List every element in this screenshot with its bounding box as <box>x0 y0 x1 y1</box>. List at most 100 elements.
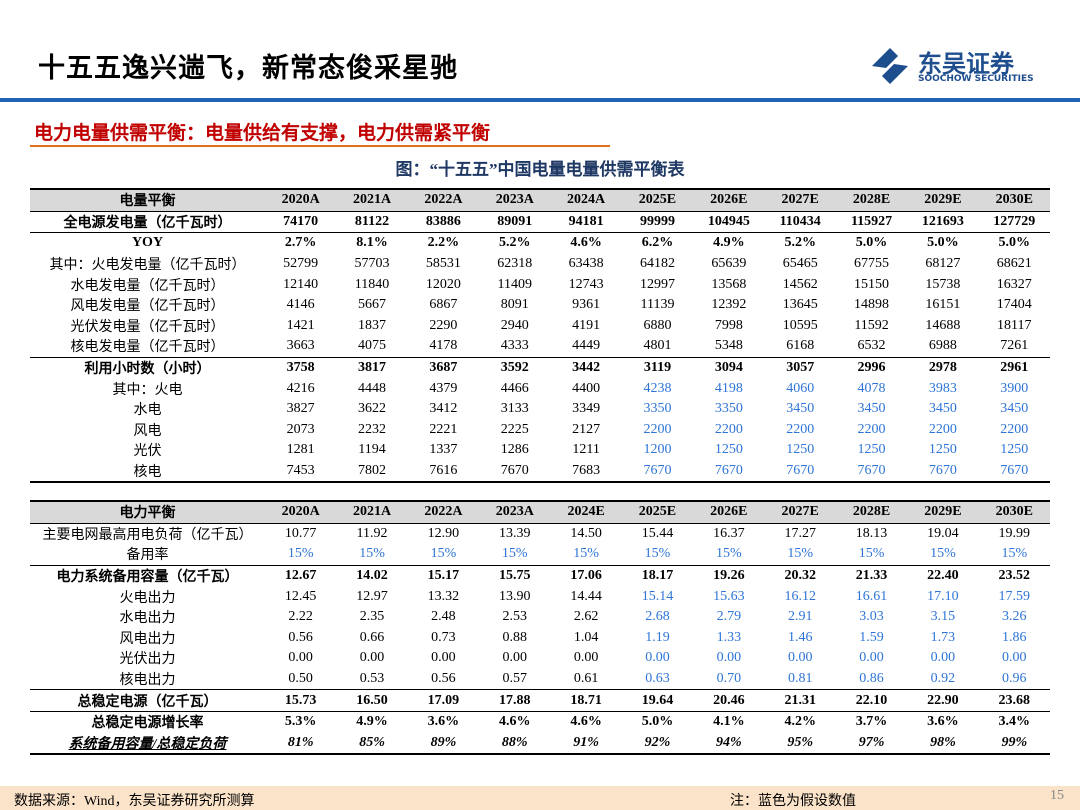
table-cell: 2.48 <box>431 609 456 625</box>
row-label: 光伏出力 <box>119 652 176 668</box>
table-cell: 1421 <box>286 317 315 333</box>
table-cell: 58531 <box>425 256 461 272</box>
table-cell: 2022A <box>407 499 480 524</box>
table-cell: 2.62 <box>573 609 599 625</box>
table-cell: 5667 <box>358 297 387 313</box>
table-cell: 3094 <box>693 356 765 379</box>
table-cell: 1.19 <box>645 629 670 645</box>
table-cell: 15738 <box>925 276 961 292</box>
table-cell: 74170 <box>283 213 319 229</box>
table-cell: 15% <box>287 546 314 562</box>
table-cell: 67755 <box>854 256 890 272</box>
table-cell: 0.56 <box>288 629 313 645</box>
table-cell: 14898 <box>854 297 890 313</box>
table-cell: 2200 <box>643 421 672 437</box>
table-cell: 1200 <box>643 442 672 458</box>
table-cell: 3.6% <box>407 710 480 733</box>
table-cell: 4178 <box>429 338 458 354</box>
table-cell: 95% <box>764 732 836 756</box>
table-cell: 2961 <box>978 356 1050 379</box>
table-cell: 4.6% <box>550 710 622 733</box>
table-cell: 3.6% <box>907 710 979 733</box>
table-cell: 92% <box>621 732 694 756</box>
table-cell: 3.7% <box>835 710 908 733</box>
table-cell: 19.64 <box>621 689 694 712</box>
table-cell: 17.10 <box>927 588 959 604</box>
row-label: 光伏 <box>133 444 162 460</box>
table-cell: 0.63 <box>645 671 670 687</box>
table-cell: 57703 <box>354 256 390 272</box>
table-cell: 4333 <box>500 338 529 354</box>
table-cell: 5.2% <box>764 232 836 254</box>
table-cell: 2.91 <box>787 609 813 625</box>
source-note: 数据来源：Wind，东吴证券研究所测算 <box>14 794 255 809</box>
table-cell: 7670 <box>693 460 765 484</box>
table-row: 电力系统备用容量（亿千瓦） 12.67 14.02 15.17 15.75 17.06 18… <box>30 564 1050 587</box>
table-cell: 0.66 <box>359 629 385 645</box>
table-cell: 4448 <box>358 380 387 396</box>
table-cell: 63438 <box>568 256 604 272</box>
table-cell: 13645 <box>782 297 818 313</box>
table-cell: 99% <box>978 732 1050 756</box>
table-cell: 2200 <box>786 421 815 437</box>
table-cell: 2024E <box>550 499 622 524</box>
table-cell: 0.70 <box>716 671 742 687</box>
table-cell: 11409 <box>497 276 532 292</box>
table-cell: 2026E <box>693 187 765 212</box>
table-cell: 5.2% <box>479 232 551 254</box>
table-cell: 4075 <box>358 338 387 354</box>
table-cell: 6.2% <box>621 232 694 254</box>
table-cell: 1211 <box>572 442 600 458</box>
table-cell: 3412 <box>429 401 458 417</box>
table-cell: 2.68 <box>645 609 670 625</box>
table-cell: 12.67 <box>265 564 337 587</box>
table-row: 风电 2073 2232 2221 2225 2127 2200 2200 2200 2200 22… <box>30 420 1050 441</box>
table-cell: 3133 <box>500 401 529 417</box>
table-cell: 99999 <box>639 213 675 229</box>
row-label: 电量平衡 <box>30 187 265 212</box>
table-cell: 3.26 <box>1002 609 1027 625</box>
table-cell: 2127 <box>572 421 601 437</box>
table-cell: 1250 <box>714 442 743 458</box>
table-cell: 12743 <box>568 276 604 292</box>
table-cell: 0.00 <box>645 650 670 666</box>
row-label: 其中：火电发电量（亿千瓦时） <box>49 258 246 274</box>
table-cell: 0.92 <box>930 671 956 687</box>
table-cell: 0.00 <box>930 650 956 666</box>
table-cell: 15150 <box>854 276 890 292</box>
table-row: 全电源发电量（亿千瓦时） 74170 81122 83886 89091 94181 999… <box>30 211 1050 233</box>
table-cell: 12.45 <box>284 588 317 604</box>
table-cell: 11139 <box>640 297 675 313</box>
table-row: 核电出力 0.50 0.53 0.56 0.57 0.61 0.63 0.70 0.81 0.86… <box>30 669 1050 690</box>
table-cell: 3.4% <box>978 710 1050 733</box>
table-row: 风电发电量（亿千瓦时） 4146 5667 6867 8091 9361 11139 1239… <box>30 295 1050 316</box>
row-label: 全电源发电量（亿千瓦时） <box>63 215 232 231</box>
table-cell: 3450 <box>1000 401 1029 417</box>
table-cell: 0.00 <box>787 650 813 666</box>
table-cell: 22.10 <box>835 689 908 712</box>
row-label: 水电发电量（亿千瓦时） <box>70 278 225 294</box>
table-cell: 1.46 <box>787 629 813 645</box>
table-cell: 2026E <box>693 499 765 524</box>
table-cell: 2020A <box>265 187 337 212</box>
table-cell: 4.9% <box>693 232 765 254</box>
table-cell: 1.86 <box>1002 629 1027 645</box>
table-cell: 3119 <box>621 356 694 379</box>
table-cell: 10.77 <box>284 525 317 541</box>
table-cell: 4146 <box>286 297 315 313</box>
table-row: 电力平衡 2020A 2021A 2022A 2023A 2024E 2025E 2026E 2… <box>30 499 1050 524</box>
table-cell: 19.26 <box>693 564 765 587</box>
row-label: 总稳定电源（亿千瓦） <box>30 689 265 712</box>
table-cell: 94181 <box>568 213 604 229</box>
table-cell: 0.53 <box>359 671 385 687</box>
table-cell: 23.52 <box>978 564 1050 587</box>
table-cell: 1286 <box>500 442 529 458</box>
table-cell: 15% <box>644 546 671 562</box>
row-label: 核电 <box>30 460 265 484</box>
table-cell: 3900 <box>1000 380 1029 396</box>
table-cell: 15.63 <box>713 588 745 604</box>
table-cell: 2.79 <box>716 609 742 625</box>
table-cell: 15.17 <box>407 564 480 587</box>
table-cell: 1250 <box>928 442 957 458</box>
table-cell: 3349 <box>572 401 601 417</box>
